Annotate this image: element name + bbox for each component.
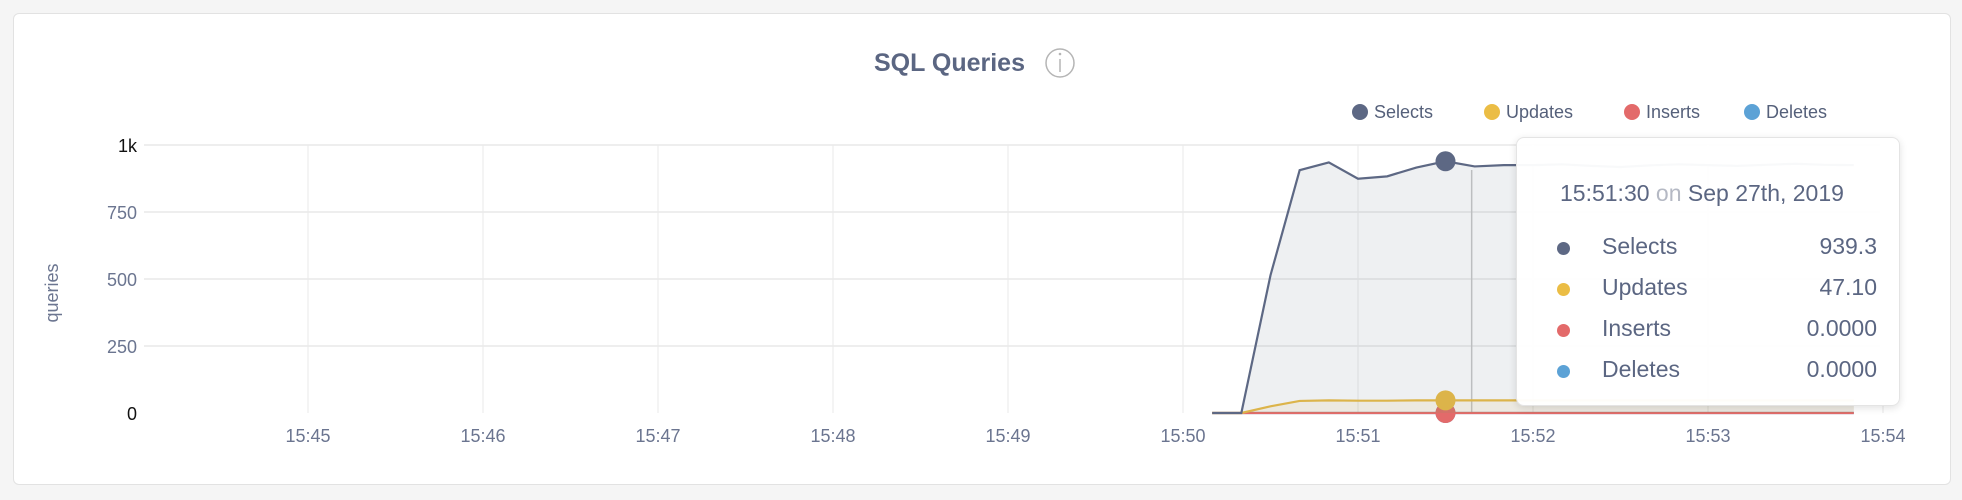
legend-dot — [1744, 104, 1760, 120]
tooltip-date: Sep 27th, 2019 — [1687, 180, 1844, 206]
x-tick-label: 15:49 — [985, 426, 1030, 446]
series-dot — [1557, 324, 1570, 337]
legend-item-updates[interactable]: Updates — [1484, 102, 1573, 122]
x-tick-label: 15:51 — [1335, 426, 1380, 446]
x-tick-label: 15:54 — [1860, 426, 1905, 446]
legend-item-inserts[interactable]: Inserts — [1624, 102, 1700, 122]
tooltip: 15:51:30 on Sep 27th, 2019 Selects 939.3 U… — [1516, 137, 1900, 406]
legend-label: Selects — [1374, 102, 1433, 122]
x-tick-label: 15:52 — [1510, 426, 1555, 446]
x-tick-label: 15:47 — [635, 426, 680, 446]
y-tick-label: 1k — [118, 136, 138, 156]
updates-highlight-point — [1435, 390, 1456, 411]
legend-item-deletes[interactable]: Deletes — [1744, 102, 1827, 122]
tooltip-row-inserts: Inserts 0.0000 — [1557, 315, 1877, 345]
tooltip-time: 15:51:30 — [1560, 180, 1650, 206]
y-tick-label: 250 — [107, 337, 137, 357]
x-tick-label: 15:46 — [460, 426, 505, 446]
x-tick-label: 15:45 — [285, 426, 330, 446]
selects-highlight-point — [1435, 151, 1456, 172]
legend-dot — [1624, 104, 1640, 120]
y-axis-label: queries — [42, 263, 62, 322]
info-circle-icon[interactable] — [1045, 48, 1075, 78]
tooltip-series-value: 0.0000 — [1806, 315, 1877, 341]
legend-label: Updates — [1506, 102, 1573, 122]
y-tick-label: 0 — [127, 404, 137, 424]
legend-label: Deletes — [1766, 102, 1827, 122]
legend-dot — [1352, 104, 1368, 120]
series-dot — [1557, 283, 1570, 296]
tooltip-series-value: 47.10 — [1819, 274, 1877, 300]
tooltip-row-updates: Updates 47.10 — [1557, 274, 1877, 304]
y-tick-label: 750 — [107, 203, 137, 223]
legend-dot — [1484, 104, 1500, 120]
x-tick-label: 15:48 — [810, 426, 855, 446]
tooltip-series-label: Deletes — [1602, 356, 1680, 382]
tooltip-row-selects: Selects 939.3 — [1557, 233, 1877, 263]
series-dot — [1557, 365, 1570, 378]
chart-title: SQL Queries — [874, 49, 1025, 77]
x-tick-label: 15:50 — [1160, 426, 1205, 446]
tooltip-series-label: Selects — [1602, 233, 1678, 259]
tooltip-row-deletes: Deletes 0.0000 — [1557, 356, 1877, 386]
legend-label: Inserts — [1646, 102, 1700, 122]
tooltip-series-label: Inserts — [1602, 315, 1672, 341]
legend-item-selects[interactable]: Selects — [1352, 102, 1433, 122]
tooltip-on: on — [1655, 180, 1682, 206]
tooltip-series-label: Updates — [1602, 274, 1688, 300]
x-tick-label: 15:53 — [1685, 426, 1730, 446]
tooltip-series-value: 0.0000 — [1806, 356, 1877, 382]
tooltip-series-value: 939.3 — [1819, 233, 1877, 259]
y-tick-label: 500 — [107, 270, 137, 290]
tooltip-header: 15:51:30 on Sep 27th, 2019 — [1560, 180, 1844, 207]
series-dot — [1557, 242, 1570, 255]
